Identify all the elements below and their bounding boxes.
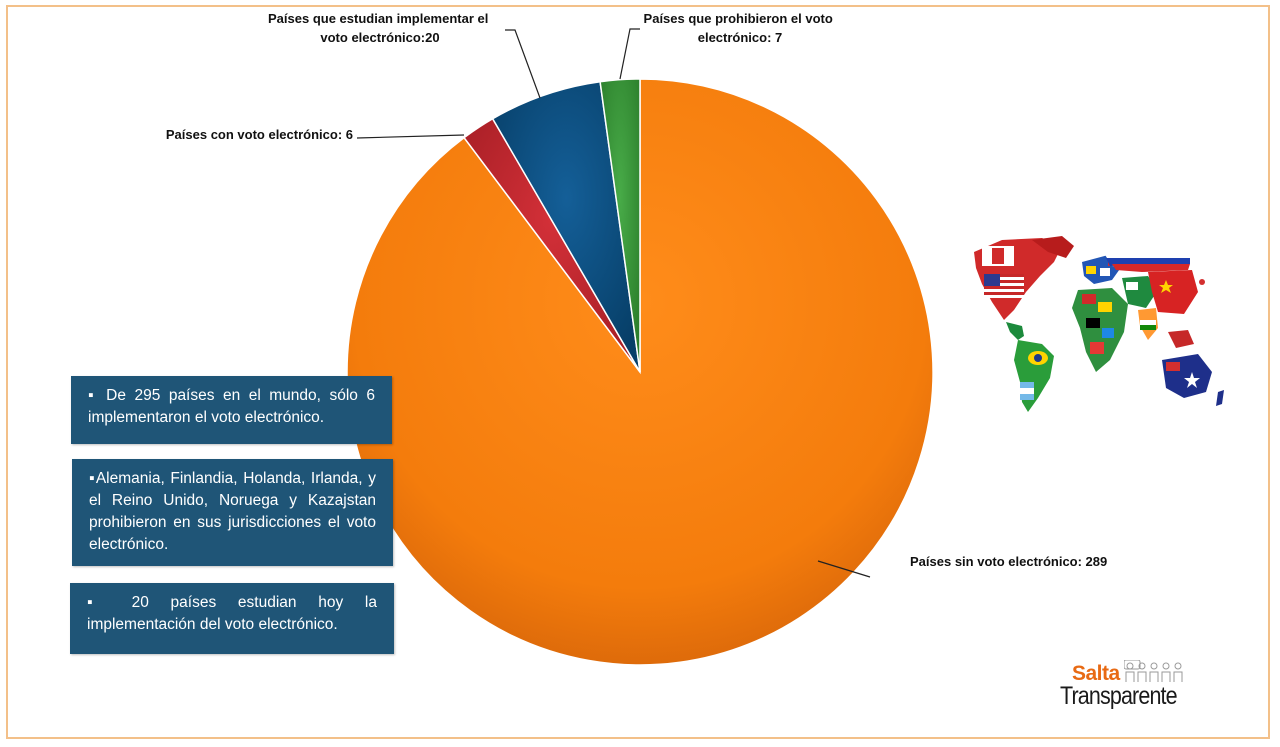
pie-slices <box>346 78 934 666</box>
slice-label-con: Países con voto electrónico: 6 <box>166 127 353 142</box>
info-box-prohibited: ▪Alemania, Finlandia, Holanda, Irlanda, … <box>72 459 393 566</box>
pie-slice-prohibieron <box>599 78 641 373</box>
leader-line-prohibieron <box>619 28 640 80</box>
salta-transparente-logo: Salta Transparente <box>1058 656 1198 716</box>
chart-frame <box>6 5 1270 739</box>
people-icon <box>1124 660 1183 682</box>
leader-line-sin <box>817 560 871 578</box>
leader-line-estudian <box>505 29 541 99</box>
pie-slice-estudian <box>491 80 641 373</box>
logo-text-transparente: Transparente <box>1060 682 1178 710</box>
slice-label-estudian: Países que estudian implementar el voto … <box>268 11 492 45</box>
pie-slice-sin <box>346 78 934 666</box>
logo-text-salta: Salta <box>1072 662 1120 685</box>
info-box-total: ▪ De 295 países en el mundo, sólo 6 impl… <box>71 376 392 444</box>
slice-label-sin: Países sin voto electrónico: 289 <box>910 554 1107 569</box>
slice-label-prohibieron: Países que prohibieron el voto electróni… <box>644 11 837 45</box>
leader-line-con <box>356 134 465 139</box>
leader-lines <box>356 28 871 578</box>
world-flags-map-icon <box>974 236 1224 412</box>
info-box-studying: ▪ 20 países estudian hoy la implementaci… <box>70 583 394 654</box>
